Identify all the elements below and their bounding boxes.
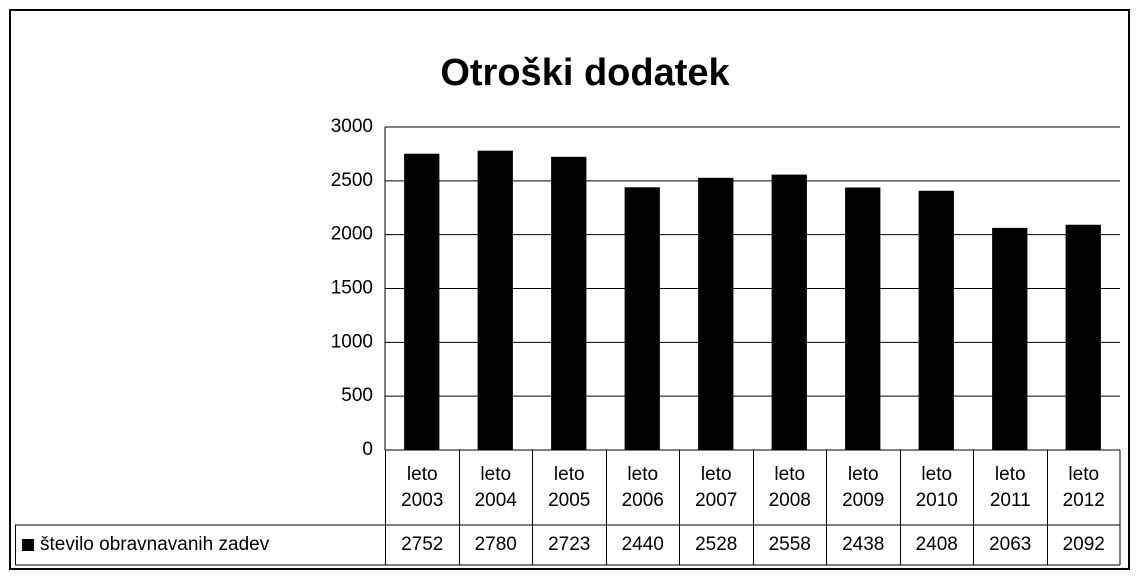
table-value: 2408 (899, 525, 974, 565)
legend-swatch (22, 539, 34, 551)
y-tick-label: 1000 (331, 331, 373, 352)
x-tick-label: leto 2009 (826, 450, 900, 525)
table-value: 2528 (679, 525, 753, 565)
bar (918, 190, 954, 451)
y-tick-label: 0 (362, 439, 373, 460)
bar (477, 150, 513, 451)
x-tick-label: leto 2004 (458, 450, 533, 525)
bar (551, 156, 587, 450)
bar (404, 153, 440, 450)
x-tick-label: leto 2011 (973, 450, 1047, 525)
x-tick-label: leto 2003 (385, 450, 459, 525)
bar (992, 227, 1028, 450)
x-tick-label: leto 2012 (1046, 450, 1121, 525)
table-value: 2063 (973, 525, 1047, 565)
bar (698, 177, 734, 450)
table-value: 2752 (385, 525, 459, 565)
legend-entry: število obravnavanih zadev (15, 525, 385, 565)
bar (845, 187, 881, 450)
table-value: 2438 (826, 525, 900, 565)
y-tick-label: 500 (341, 385, 373, 406)
chart-title: Otroški dodatek (440, 52, 730, 94)
table-value: 2723 (532, 525, 606, 565)
bar (624, 187, 660, 450)
x-tick-label: leto 2010 (899, 450, 974, 525)
bar (771, 174, 807, 450)
table-value: 2780 (458, 525, 533, 565)
bar (1065, 224, 1101, 450)
table-value: 2092 (1046, 525, 1121, 565)
chart-frame (9, 9, 1130, 570)
y-tick-label: 3000 (331, 116, 373, 137)
table-value: 2558 (752, 525, 827, 565)
y-tick-label: 2500 (331, 170, 373, 191)
table-value: 2440 (605, 525, 680, 565)
x-tick-label: leto 2005 (532, 450, 606, 525)
x-tick-label: leto 2008 (752, 450, 827, 525)
y-tick-label: 2000 (331, 224, 373, 245)
y-tick-label: 1500 (331, 278, 373, 299)
x-tick-label: leto 2006 (605, 450, 680, 525)
legend-label: število obravnavanih zadev (40, 534, 270, 555)
x-tick-label: leto 2007 (679, 450, 753, 525)
